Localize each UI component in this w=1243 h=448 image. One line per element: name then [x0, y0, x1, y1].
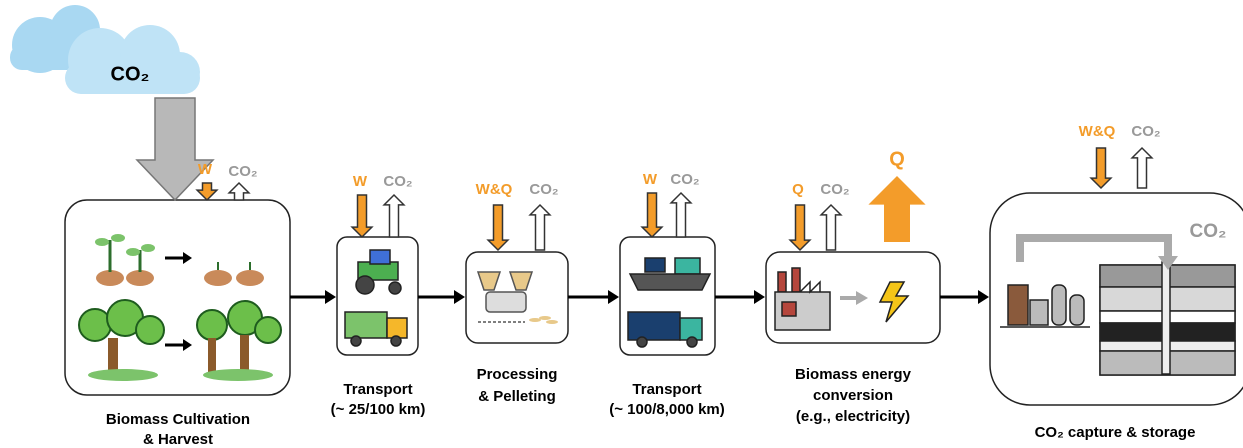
stage-caption: Biomass Cultivation [106, 411, 250, 428]
ccs-icons [1000, 261, 1236, 376]
cloud [10, 5, 200, 94]
input-arrow [350, 194, 374, 239]
input-arrow [486, 204, 510, 252]
shipping-icons [627, 257, 712, 348]
input-label: CO₂ [529, 181, 558, 198]
input-label: CO₂ [1131, 123, 1160, 140]
input-label: Q [792, 181, 804, 198]
flow-arrowhead [754, 290, 765, 304]
flow-arrowhead [325, 290, 336, 304]
stage-caption: Transport [343, 381, 412, 398]
recycle-arrow [1016, 234, 1172, 262]
stage-caption: Biomass energy [795, 366, 912, 383]
cultivation-icons [78, 234, 282, 381]
stage-caption: (e.g., electricity) [796, 408, 910, 425]
emission-arrow [382, 193, 406, 238]
stage-caption: & Pelleting [478, 388, 556, 405]
input-label: CO₂ [820, 181, 849, 198]
input-label: W [643, 171, 658, 188]
input-label: W&Q [1079, 123, 1116, 140]
flow-arrowhead [608, 290, 619, 304]
cloud-label: CO₂ [111, 63, 150, 85]
stage-caption: Processing [477, 366, 558, 383]
stage-caption: Transport [632, 381, 701, 398]
recycle-arrowhead [1158, 256, 1178, 270]
stage-caption: CO₂ capture & storage [1035, 424, 1196, 441]
transport-icons [344, 249, 408, 347]
input-label: CO₂ [228, 163, 257, 180]
pelleting-icons [476, 271, 558, 324]
input-label: W [198, 161, 213, 178]
emission-arrow [669, 191, 693, 238]
output-arrow [868, 176, 926, 242]
input-arrow [640, 192, 664, 239]
conversion-icons [774, 267, 910, 331]
flow-arrowhead [978, 290, 989, 304]
input-label: W&Q [476, 181, 513, 198]
stage-caption: conversion [813, 387, 893, 404]
input-label: W [353, 173, 368, 190]
emission-arrow [819, 203, 843, 251]
input-label: CO₂ [383, 173, 412, 190]
stage-box [64, 199, 291, 396]
emission-arrow [1130, 146, 1154, 189]
output-label: Q [889, 148, 905, 170]
stage-caption: (~ 25/100 km) [331, 401, 426, 418]
flow-arrowhead [454, 290, 465, 304]
uptake-arrow [135, 97, 215, 202]
inner-label: CO₂ [1190, 221, 1227, 242]
emission-arrow [528, 203, 552, 251]
input-label: CO₂ [670, 171, 699, 188]
input-arrow [788, 204, 812, 252]
emission-arrow [227, 181, 251, 201]
input-arrow [195, 182, 219, 202]
stage-caption: & Harvest [143, 431, 213, 448]
stage-caption: (~ 100/8,000 km) [609, 401, 725, 418]
input-arrow [1089, 147, 1113, 190]
